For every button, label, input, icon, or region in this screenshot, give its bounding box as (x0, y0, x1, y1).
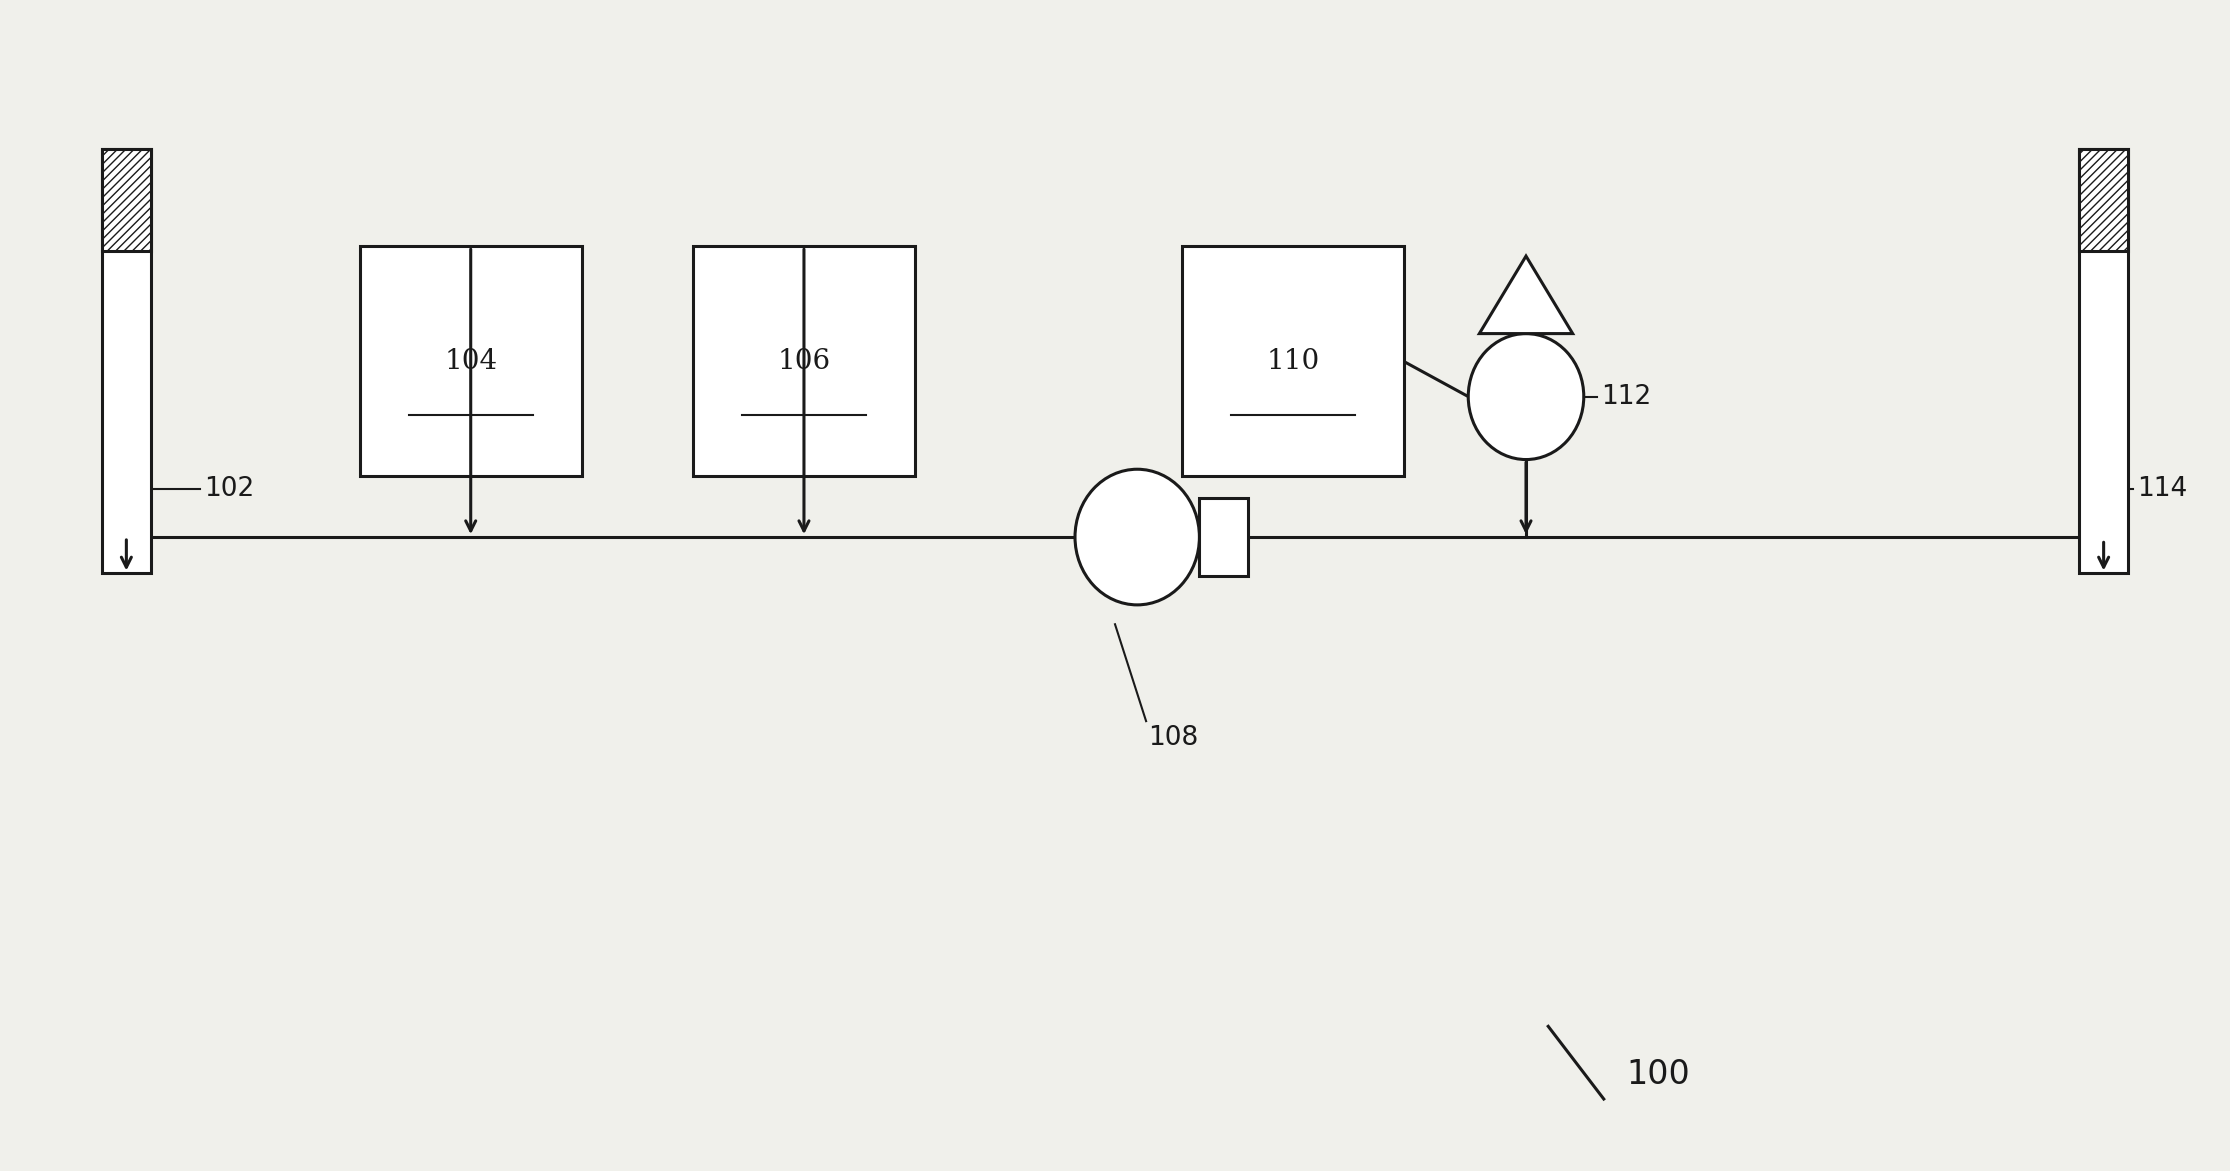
Polygon shape (1478, 256, 1572, 334)
Circle shape (1075, 470, 1200, 605)
Bar (103, 150, 152, 252)
Bar (694, 246, 914, 477)
Circle shape (1467, 334, 1583, 459)
Bar (2078, 150, 2127, 574)
Bar (1200, 499, 1249, 576)
Bar (359, 246, 582, 477)
Text: 104: 104 (444, 348, 497, 375)
Bar (2078, 150, 2127, 252)
Text: 112: 112 (1601, 384, 1652, 410)
Text: 110: 110 (1267, 348, 1320, 375)
Text: 100: 100 (1626, 1059, 1690, 1091)
Text: 114: 114 (2136, 475, 2188, 501)
Text: 106: 106 (778, 348, 830, 375)
Bar (1182, 246, 1405, 477)
Text: 102: 102 (205, 475, 254, 501)
Bar (103, 150, 152, 574)
Text: 108: 108 (1148, 725, 1198, 751)
